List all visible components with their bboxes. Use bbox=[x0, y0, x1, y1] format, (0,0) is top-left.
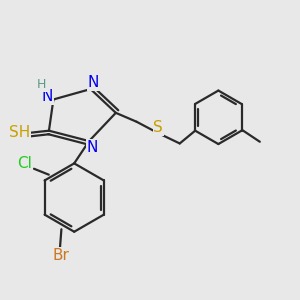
Text: N: N bbox=[42, 89, 53, 104]
Text: N: N bbox=[88, 75, 99, 90]
Text: Br: Br bbox=[52, 248, 69, 262]
Text: H: H bbox=[37, 78, 46, 91]
Text: Cl: Cl bbox=[18, 156, 32, 171]
Text: N: N bbox=[87, 140, 98, 155]
Text: S: S bbox=[153, 120, 163, 135]
Text: SH: SH bbox=[9, 125, 30, 140]
